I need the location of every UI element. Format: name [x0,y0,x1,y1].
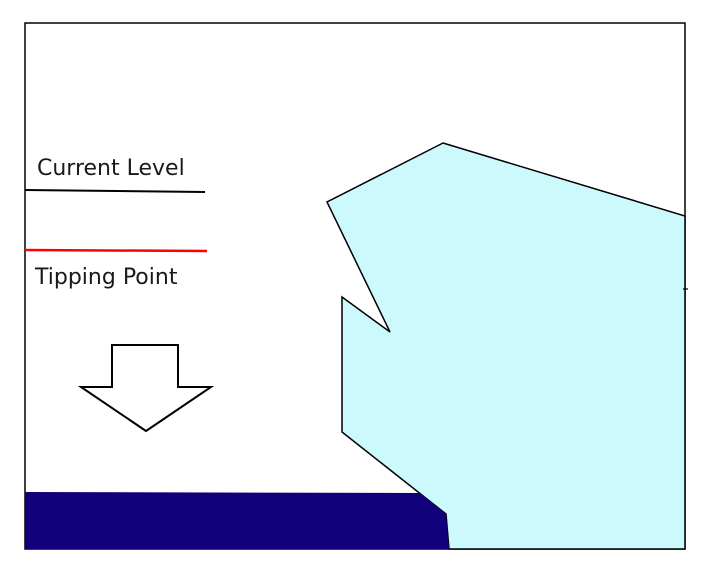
current-level-label: Current Level [37,156,185,181]
down-arrow-icon [77,344,215,433]
water-body [25,492,449,549]
tipping-point-label: Tipping Point [34,265,178,290]
current-level-line [24,189,206,193]
tipping-point-line [24,248,208,253]
ice-cliff [326,142,686,550]
